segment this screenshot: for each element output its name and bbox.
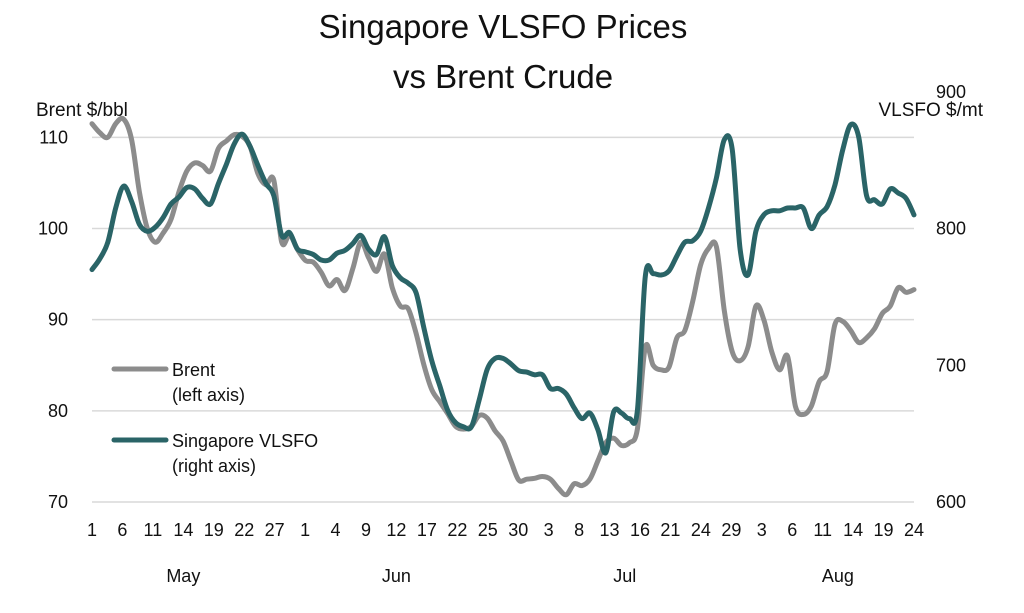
x-axis-ticks: 1 6 11 14 19 22 27 1 4 9 12 17 22 25 30 3 8 13 16 21 24 29 3 6 1… — [87, 520, 924, 540]
right-tick-label: 800 — [936, 219, 966, 239]
x-tick-label: 24 — [904, 520, 924, 540]
right-tick-label: 900 — [936, 82, 966, 102]
x-tick-label: 12 — [386, 520, 406, 540]
right-axis-ticks: 600 700 800 900 — [936, 82, 966, 512]
left-axis-title: Brent $/bbl — [36, 100, 128, 121]
series-lines — [89, 115, 917, 498]
x-tick-label: 6 — [117, 520, 127, 540]
x-tick-label: 4 — [331, 520, 341, 540]
x-tick-label: 1 — [87, 520, 97, 540]
x-tick-label: 19 — [204, 520, 224, 540]
x-tick-label: 3 — [544, 520, 554, 540]
x-tick-label: 11 — [144, 520, 163, 540]
x-tick-label: 17 — [417, 520, 437, 540]
x-tick-label: 1 — [300, 520, 310, 540]
x-tick-label: 22 — [234, 520, 254, 540]
legend-label-vlsfo: Singapore VLSFO — [172, 431, 318, 451]
left-tick-label: 70 — [48, 492, 68, 512]
legend: Brent (left axis) Singapore VLSFO (right… — [111, 360, 318, 476]
month-label: Jul — [613, 566, 636, 586]
left-tick-label: 110 — [39, 127, 68, 147]
x-tick-label: 16 — [630, 520, 650, 540]
legend-sublabel-brent: (left axis) — [172, 385, 245, 405]
x-tick-label: 29 — [721, 520, 741, 540]
x-tick-label: 6 — [787, 520, 797, 540]
left-tick-label: 90 — [48, 310, 68, 330]
month-label: May — [166, 566, 200, 586]
x-tick-label: 3 — [757, 520, 767, 540]
x-tick-label: 11 — [813, 520, 832, 540]
right-axis-title: VLSFO $/mt — [878, 100, 983, 121]
x-tick-label: 9 — [361, 520, 371, 540]
month-label: Aug — [822, 566, 854, 586]
x-tick-label: 24 — [691, 520, 711, 540]
x-tick-label: 21 — [660, 520, 680, 540]
x-tick-label: 13 — [600, 520, 620, 540]
x-tick-label: 14 — [843, 520, 863, 540]
x-tick-label: 22 — [447, 520, 467, 540]
x-tick-label: 25 — [478, 520, 498, 540]
x-tick-label: 8 — [574, 520, 584, 540]
left-tick-label: 80 — [48, 401, 68, 421]
x-tick-label: 14 — [173, 520, 193, 540]
left-axis-ticks: 70 80 90 100 110 — [38, 127, 68, 512]
x-tick-label: 30 — [508, 520, 528, 540]
x-tick-label: 27 — [265, 520, 285, 540]
right-tick-label: 600 — [936, 492, 966, 512]
legend-label-brent: Brent — [172, 360, 215, 380]
series-line-vlsfo — [89, 121, 917, 456]
chart-title-line-2: vs Brent Crude — [393, 58, 613, 95]
left-tick-label: 100 — [38, 219, 68, 239]
legend-sublabel-vlsfo: (right axis) — [172, 456, 256, 476]
month-label: Jun — [382, 566, 411, 586]
series-line-brent — [89, 115, 917, 498]
x-tick-label: 19 — [874, 520, 894, 540]
chart-title-line-1: Singapore VLSFO Prices — [319, 8, 688, 45]
right-tick-label: 700 — [936, 355, 966, 375]
month-labels: May Jun Jul Aug — [166, 566, 854, 586]
